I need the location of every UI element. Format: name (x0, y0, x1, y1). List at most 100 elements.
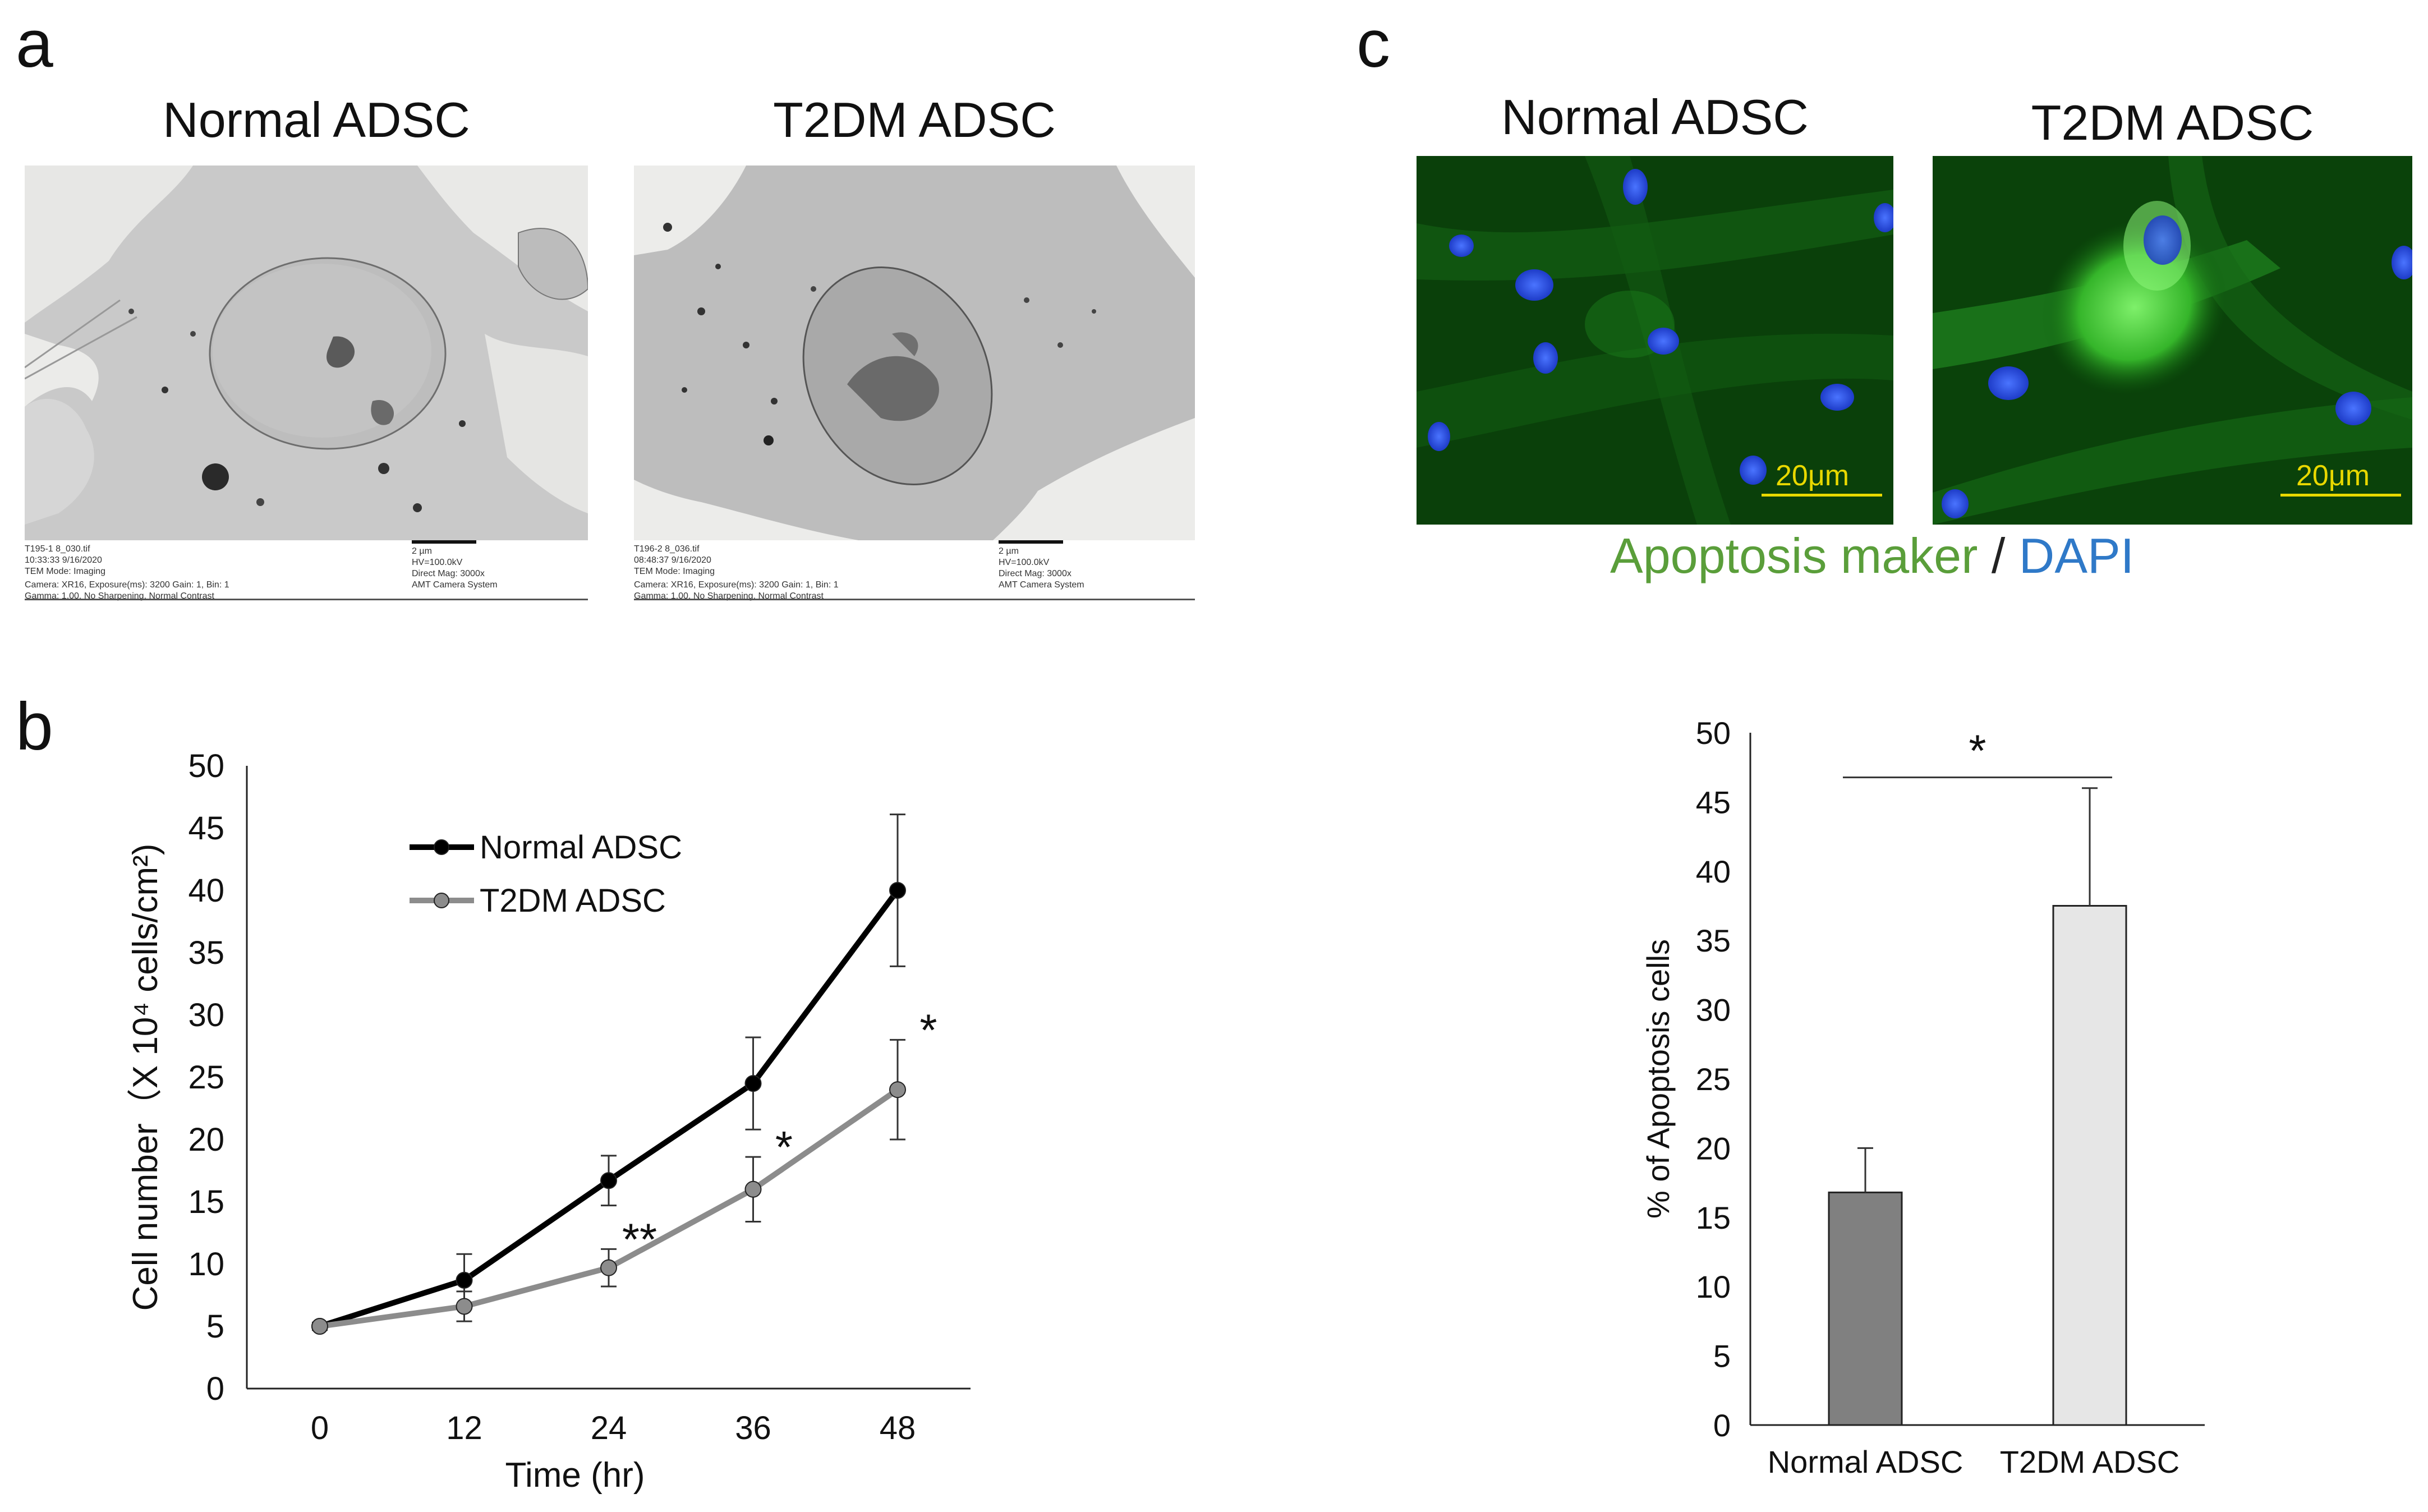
caption-dapi: DAPI (2018, 528, 2135, 583)
em-scale-bar (999, 540, 1063, 544)
fluorescence-image-t2dm: 20μm (1933, 156, 2412, 525)
y-tick-label: 5 (206, 1308, 224, 1345)
y-tick-label: 30 (188, 997, 224, 1033)
significance-marker: * (919, 1005, 937, 1055)
legend-label-0: Normal ADSC (480, 829, 682, 866)
y-tick-label: 40 (188, 872, 224, 909)
data-point (456, 1271, 473, 1289)
em-meta-line: 2 µm (412, 546, 432, 556)
y-tick-label: 10 (188, 1246, 224, 1283)
caption-separator: / (1978, 528, 2019, 583)
em-divider (634, 599, 1195, 600)
fluorescence-caption: Apoptosis maker / DAPI (1610, 527, 2134, 585)
fluorescence-micrograph-t2dm (1933, 156, 2412, 525)
caption-apoptosis-marker: Apoptosis maker (1610, 528, 1978, 583)
scale-label-normal: 20μm (1776, 459, 1850, 492)
x-axis-label: Time (hr) (505, 1456, 645, 1495)
y-tick-label: 50 (1696, 715, 1731, 751)
x-tick-label: 48 (880, 1410, 916, 1446)
legend-marker-1 (434, 893, 449, 908)
em-meta-line: 2 µm (999, 546, 1019, 556)
y-tick-label: 40 (1696, 854, 1731, 889)
em-meta-line: HV=100.0kV (412, 558, 463, 567)
significance-marker: * (775, 1122, 793, 1172)
legend-label-1: T2DM ADSC (480, 883, 666, 919)
legend-marker-0 (434, 839, 449, 855)
data-point (600, 1259, 617, 1276)
fluorescence-image-normal: 20μm (1417, 156, 1893, 525)
y-tick-label: 35 (1696, 923, 1731, 958)
y-tick-label: 15 (188, 1184, 224, 1220)
scale-label-t2dm: 20μm (2296, 459, 2370, 492)
em-meta-line: AMT Camera System (412, 580, 498, 590)
y-tick-label: 25 (188, 1059, 224, 1096)
panel-a-left-title: Normal ADSC (163, 92, 470, 148)
significance-marker: ** (622, 1214, 657, 1264)
x-tick-label: Normal ADSC (1768, 1444, 1963, 1479)
x-tick-label: 24 (591, 1410, 627, 1446)
x-tick-label: T2DM ADSC (2000, 1444, 2180, 1479)
em-meta-line: HV=100.0kV (999, 558, 1050, 567)
em-micrograph-t2dm (634, 166, 1195, 540)
x-tick-label: 36 (735, 1410, 771, 1446)
em-meta-t2dm: T196-2 8_036.tif 08:48:37 9/16/2020 TEM … (634, 540, 1195, 602)
x-tick-label: 0 (311, 1410, 329, 1446)
y-tick-label: 15 (1696, 1200, 1731, 1235)
em-meta-line: Gamma: 1.00, No Sharpening, Normal Contr… (25, 591, 214, 601)
em-meta-line: Direct Mag: 3000x (999, 569, 1072, 578)
y-tick-label: 45 (1696, 784, 1731, 820)
y-tick-label: 45 (188, 810, 224, 847)
y-axis-label: % of Apoptosis cells (1640, 939, 1676, 1219)
panel-c-letter: c (1356, 6, 1390, 81)
em-meta-line: Gamma: 1.00, No Sharpening, Normal Contr… (634, 591, 824, 601)
y-tick-label: 0 (1713, 1408, 1731, 1443)
em-image-t2dm (634, 166, 1195, 540)
em-micrograph-normal (25, 166, 588, 540)
em-meta-line: Direct Mag: 3000x (412, 569, 485, 578)
y-tick-label: 20 (1696, 1130, 1731, 1166)
growth-line-chart: 0 5 10 15 20 25 30 35 40 45 50 0 12 24 36 48 Time (hr) Ce… (126, 748, 971, 1495)
y-tick-label: 25 (1696, 1061, 1731, 1097)
scale-bar-normal (1762, 494, 1882, 497)
em-meta-line: 08:48:37 9/16/2020 (634, 555, 711, 565)
data-point (456, 1298, 473, 1315)
y-tick-label: 50 (188, 748, 224, 784)
x-tick-label: 12 (446, 1410, 482, 1446)
scale-bar-t2dm (2280, 494, 2401, 497)
em-meta-line: T195-1 8_030.tif (25, 544, 90, 554)
panel-c-left-title: Normal ADSC (1501, 89, 1809, 145)
data-point (311, 1318, 328, 1335)
data-point (889, 1081, 906, 1099)
em-divider (25, 599, 588, 600)
significance-marker: * (1969, 726, 1986, 776)
y-axis-label: Cell number（X 10⁴ cells/cm²) (126, 844, 165, 1311)
panel-a-right-title: T2DM ADSC (773, 92, 1056, 148)
em-meta-normal: T195-1 8_030.tif 10:33:33 9/16/2020 TEM … (25, 540, 588, 602)
em-meta-line: 10:33:33 9/16/2020 (25, 555, 102, 565)
em-meta-line: AMT Camera System (999, 580, 1084, 590)
data-point (744, 1180, 762, 1198)
y-tick-label: 30 (1696, 992, 1731, 1028)
y-tick-label: 35 (188, 935, 224, 971)
panel-b-letter: b (16, 689, 53, 764)
panel-a-letter: a (16, 6, 53, 81)
bar (1828, 1191, 1903, 1426)
em-image-normal (25, 166, 588, 540)
y-tick-label: 20 (188, 1122, 224, 1158)
data-point (600, 1172, 617, 1189)
apoptosis-bar-chart: 0 5 10 15 20 25 30 35 40 45 50 % of Apoptosis cells… (1640, 715, 2205, 1479)
series-line-1 (319, 1087, 899, 1329)
y-tick-label: 10 (1696, 1269, 1731, 1304)
em-meta-line: Camera: XR16, Exposure(ms): 3200 Gain: 1… (25, 580, 229, 590)
em-scale-bar (412, 540, 476, 544)
data-point (744, 1075, 762, 1092)
em-meta-line: T196-2 8_036.tif (634, 544, 700, 554)
y-tick-label: 0 (206, 1371, 224, 1407)
y-tick-label: 5 (1713, 1339, 1731, 1374)
em-meta-line: TEM Mode: Imaging (634, 567, 715, 576)
panel-c-right-title: T2DM ADSC (2031, 95, 2314, 150)
fluorescence-micrograph-normal (1417, 156, 1893, 525)
em-meta-line: Camera: XR16, Exposure(ms): 3200 Gain: 1… (634, 580, 839, 590)
data-point (889, 882, 906, 899)
bar (2052, 905, 2127, 1426)
